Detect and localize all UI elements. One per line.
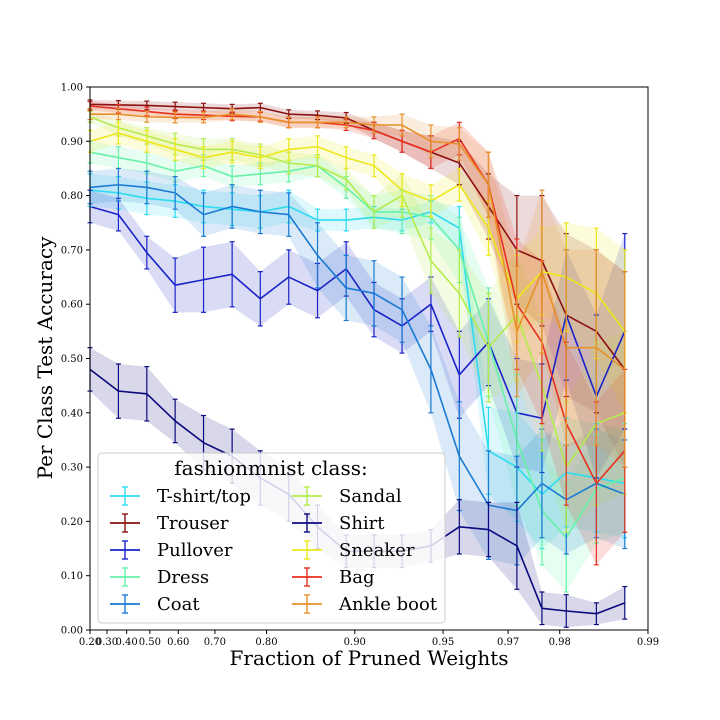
x-tick-label: 0.60 (167, 637, 189, 648)
series-line-8 (89, 105, 626, 485)
y-tick-label: 0.90 (61, 137, 83, 148)
legend-label: T-shirt/top (157, 486, 251, 507)
y-axis-title: Per Class Test Accuracy (33, 236, 57, 480)
series-line-0 (89, 189, 625, 496)
y-tick-label: 0.30 (61, 463, 83, 474)
y-tick-label: 0.20 (61, 517, 83, 528)
error-band-4 (90, 168, 625, 565)
x-tick-label: 0.20 (79, 637, 101, 648)
error-band-6 (90, 347, 625, 628)
y-tick-label: 0.10 (61, 571, 83, 582)
y-tick-label: 0.00 (61, 626, 83, 637)
legend-label: Dress (157, 567, 209, 588)
error-band-2 (90, 190, 625, 478)
x-tick-label: 0.70 (204, 637, 226, 648)
error-band-0 (90, 173, 625, 549)
legend-label: Ankle boot (338, 594, 438, 615)
y-tick-label: 0.50 (61, 354, 83, 365)
series-line-3 (89, 151, 626, 539)
series-line-4 (89, 183, 626, 512)
legend-title: fashionmnist class: (174, 456, 367, 480)
y-tick-label: 0.70 (61, 245, 83, 256)
series-line-5 (89, 116, 626, 468)
x-tick-label: 0.50 (139, 637, 161, 648)
series-lines (89, 103, 626, 615)
x-tick-label: 0.80 (255, 637, 277, 648)
legend-label: Sandal (339, 486, 402, 507)
legend-label: Sneaker (339, 540, 415, 561)
legend-label: Bag (339, 567, 374, 588)
legend-label: Coat (157, 594, 200, 615)
error-band-8 (90, 101, 625, 565)
y-tick-label: 0.80 (61, 191, 83, 202)
legend: fashionmnist class: T-shirt/top Trouser Pu… (97, 452, 446, 624)
error-band-7 (90, 122, 625, 413)
x-tick-label: 0.97 (497, 637, 519, 648)
x-tick-label: 0.40 (116, 637, 138, 648)
y-tick-label: 1.00 (61, 83, 83, 94)
series-line-2 (89, 205, 626, 420)
error-band-1 (90, 100, 625, 468)
x-axis-title: Fraction of Pruned Weights (230, 646, 509, 670)
series-line-9 (90, 113, 626, 370)
x-tick-label: 0.90 (344, 637, 366, 648)
axis-ticks: 0.200.300.40 0.50 0.60 0.70 0.80 0.90 0.95 0.97… (61, 83, 659, 649)
y-tick-label: 0.40 (61, 408, 83, 419)
y-tick-label: 0.60 (61, 300, 83, 311)
error-band-5 (90, 111, 625, 533)
error-bars (87, 99, 628, 628)
x-tick-label: 0.98 (549, 637, 571, 648)
legend-label: Shirt (339, 513, 385, 534)
x-tick-label: 0.30 (96, 637, 118, 648)
x-tick-label: 0.99 (637, 637, 659, 648)
legend-box (97, 452, 446, 624)
series-line-7 (89, 132, 626, 332)
x-tick-label: 0.95 (432, 637, 454, 648)
error-band-3 (90, 141, 625, 592)
legend-label: Trouser (157, 513, 229, 534)
legend-label: Pullover (157, 540, 233, 561)
